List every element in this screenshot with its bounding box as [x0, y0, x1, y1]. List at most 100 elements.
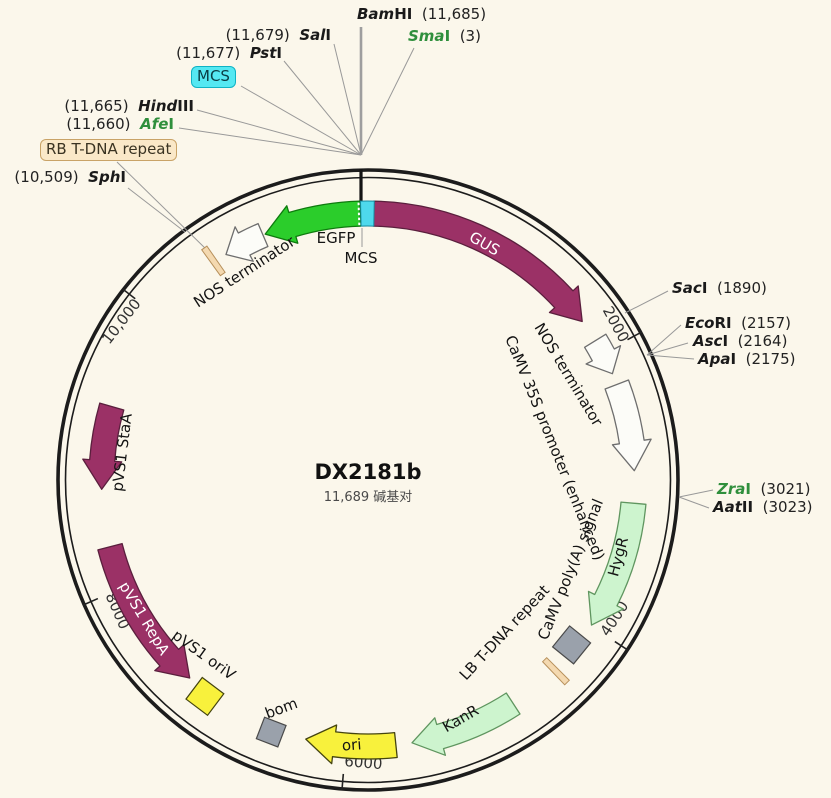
feature-mcs-segment[interactable]	[359, 200, 375, 227]
feature-bom[interactable]	[255, 716, 287, 748]
site-name: II	[741, 498, 754, 516]
site-position: (2164)	[737, 332, 788, 350]
feature-pvs1-staa[interactable]	[82, 402, 125, 490]
site-label-sphi[interactable]: (10,509) SphI	[14, 169, 126, 186]
site-name: Sph	[88, 168, 121, 186]
feature-pvs1-oriv[interactable]	[185, 676, 225, 717]
site-name: Sma	[408, 27, 445, 45]
site-name: HI	[394, 5, 413, 23]
site-position: (3021)	[760, 480, 811, 498]
site-name: Aat	[713, 498, 742, 516]
badge-mcs[interactable]: MCS	[191, 66, 236, 88]
site-name: I	[722, 332, 729, 350]
callout-line	[333, 43, 362, 156]
site-name: Sac	[672, 279, 702, 297]
site-label-ecori[interactable]: EcoRI (2157)	[685, 315, 791, 332]
tick-mark-2000	[627, 331, 642, 341]
site-label-zrai[interactable]: ZraI (3021)	[717, 481, 810, 498]
feature-camv-polya-signal[interactable]	[551, 625, 592, 665]
site-position: (3)	[459, 27, 481, 45]
site-position: (10,509)	[14, 168, 79, 186]
site-label-afei[interactable]: (11,660) AfeI	[66, 116, 174, 133]
feature-label-ori: ori	[341, 735, 362, 754]
badge-rb-t-dna-repeat[interactable]: RB T-DNA repeat	[40, 139, 178, 161]
site-label-sali[interactable]: (11,679) SalI	[226, 27, 331, 44]
plasmid-center-label: DX2181b 11,689 碱基对	[248, 460, 488, 505]
callout-line	[678, 496, 710, 509]
callout-line	[360, 47, 415, 156]
callout-line	[196, 109, 362, 156]
feature-ori[interactable]	[305, 724, 398, 765]
feature-hygr[interactable]	[587, 501, 647, 626]
site-position: (11,677)	[176, 44, 241, 62]
feature-gus[interactable]	[372, 200, 583, 323]
callout-line	[646, 324, 682, 356]
site-label-apai[interactable]: ApaI (2175)	[698, 351, 796, 368]
feature-camv-35s-promoter[interactable]	[604, 379, 652, 472]
site-label-hindiii[interactable]: (11,665) HindIII	[64, 98, 194, 115]
site-name: III	[177, 97, 194, 115]
site-name: Sal	[299, 26, 326, 44]
feature-label-mcs: MCS	[345, 249, 378, 267]
backbone-outer-ring	[56, 168, 680, 792]
site-position: (11,685)	[421, 5, 487, 23]
site-name: I	[701, 279, 708, 297]
site-name: I	[325, 26, 331, 44]
site-name: Hind	[138, 97, 178, 115]
site-name: I	[444, 27, 451, 45]
site-label-psti[interactable]: (11,677) PstI	[176, 45, 282, 62]
site-name: I	[745, 480, 751, 498]
site-label-bamhi[interactable]: BamHI (11,685)	[357, 6, 486, 23]
site-name: I	[730, 350, 737, 368]
site-name: I	[168, 115, 174, 133]
site-position: (2175)	[745, 350, 796, 368]
callout-line	[624, 290, 669, 314]
callout-line	[178, 127, 362, 156]
tick-mark-4000	[614, 640, 629, 651]
site-position: (2157)	[741, 314, 792, 332]
tick-mark-8000	[82, 597, 99, 606]
feature-label-egfp: EGFP	[317, 229, 356, 247]
site-name: I	[120, 168, 126, 186]
feature-pvs1-repa[interactable]	[97, 542, 191, 679]
feature-kanr[interactable]	[411, 692, 521, 756]
site-name: I	[276, 44, 282, 62]
feature-egfp-mcs-junction	[357, 202, 361, 226]
feature-lb-t-dna-repeat[interactable]	[541, 656, 571, 686]
site-label-saci[interactable]: SacI (1890)	[672, 280, 767, 297]
site-name: Pst	[249, 44, 277, 62]
site-position: (3023)	[762, 498, 813, 516]
backbone-inner-ring	[64, 176, 672, 784]
callout-line	[678, 489, 714, 498]
callout-line	[283, 60, 362, 156]
callout-line	[116, 161, 209, 252]
site-position: (11,679)	[225, 26, 290, 44]
feature-nos-terminator-right[interactable]	[583, 333, 622, 375]
callout-line	[646, 354, 695, 360]
callout-line	[240, 85, 362, 156]
feature-rb-t-dna-repeat[interactable]	[200, 245, 226, 277]
site-name: RI	[714, 314, 732, 332]
site-name: Afe	[140, 115, 169, 133]
plasmid-size: 11,689 碱基对	[323, 490, 413, 505]
site-position: (11,660)	[66, 115, 131, 133]
site-position: (1890)	[716, 279, 767, 297]
site-label-asci[interactable]: AscI (2164)	[693, 333, 787, 350]
site-label-smai[interactable]: SmaI (3)	[408, 28, 481, 45]
callout-line	[127, 187, 186, 233]
feature-egfp[interactable]	[264, 200, 362, 244]
tick-mark-6000	[341, 773, 345, 790]
site-name: Eco	[685, 314, 715, 332]
tick-mark-10,000	[122, 288, 136, 300]
site-name: Zra	[717, 480, 746, 498]
site-label-aatii[interactable]: AatII (3023)	[713, 499, 813, 516]
plasmid-title: DX2181b	[314, 460, 422, 484]
feature-nos-terminator-left[interactable]	[225, 222, 269, 262]
site-position: (11,665)	[64, 97, 129, 115]
callout-line	[646, 342, 689, 356]
site-name: Bam	[357, 5, 395, 23]
site-name: Asc	[693, 332, 723, 350]
